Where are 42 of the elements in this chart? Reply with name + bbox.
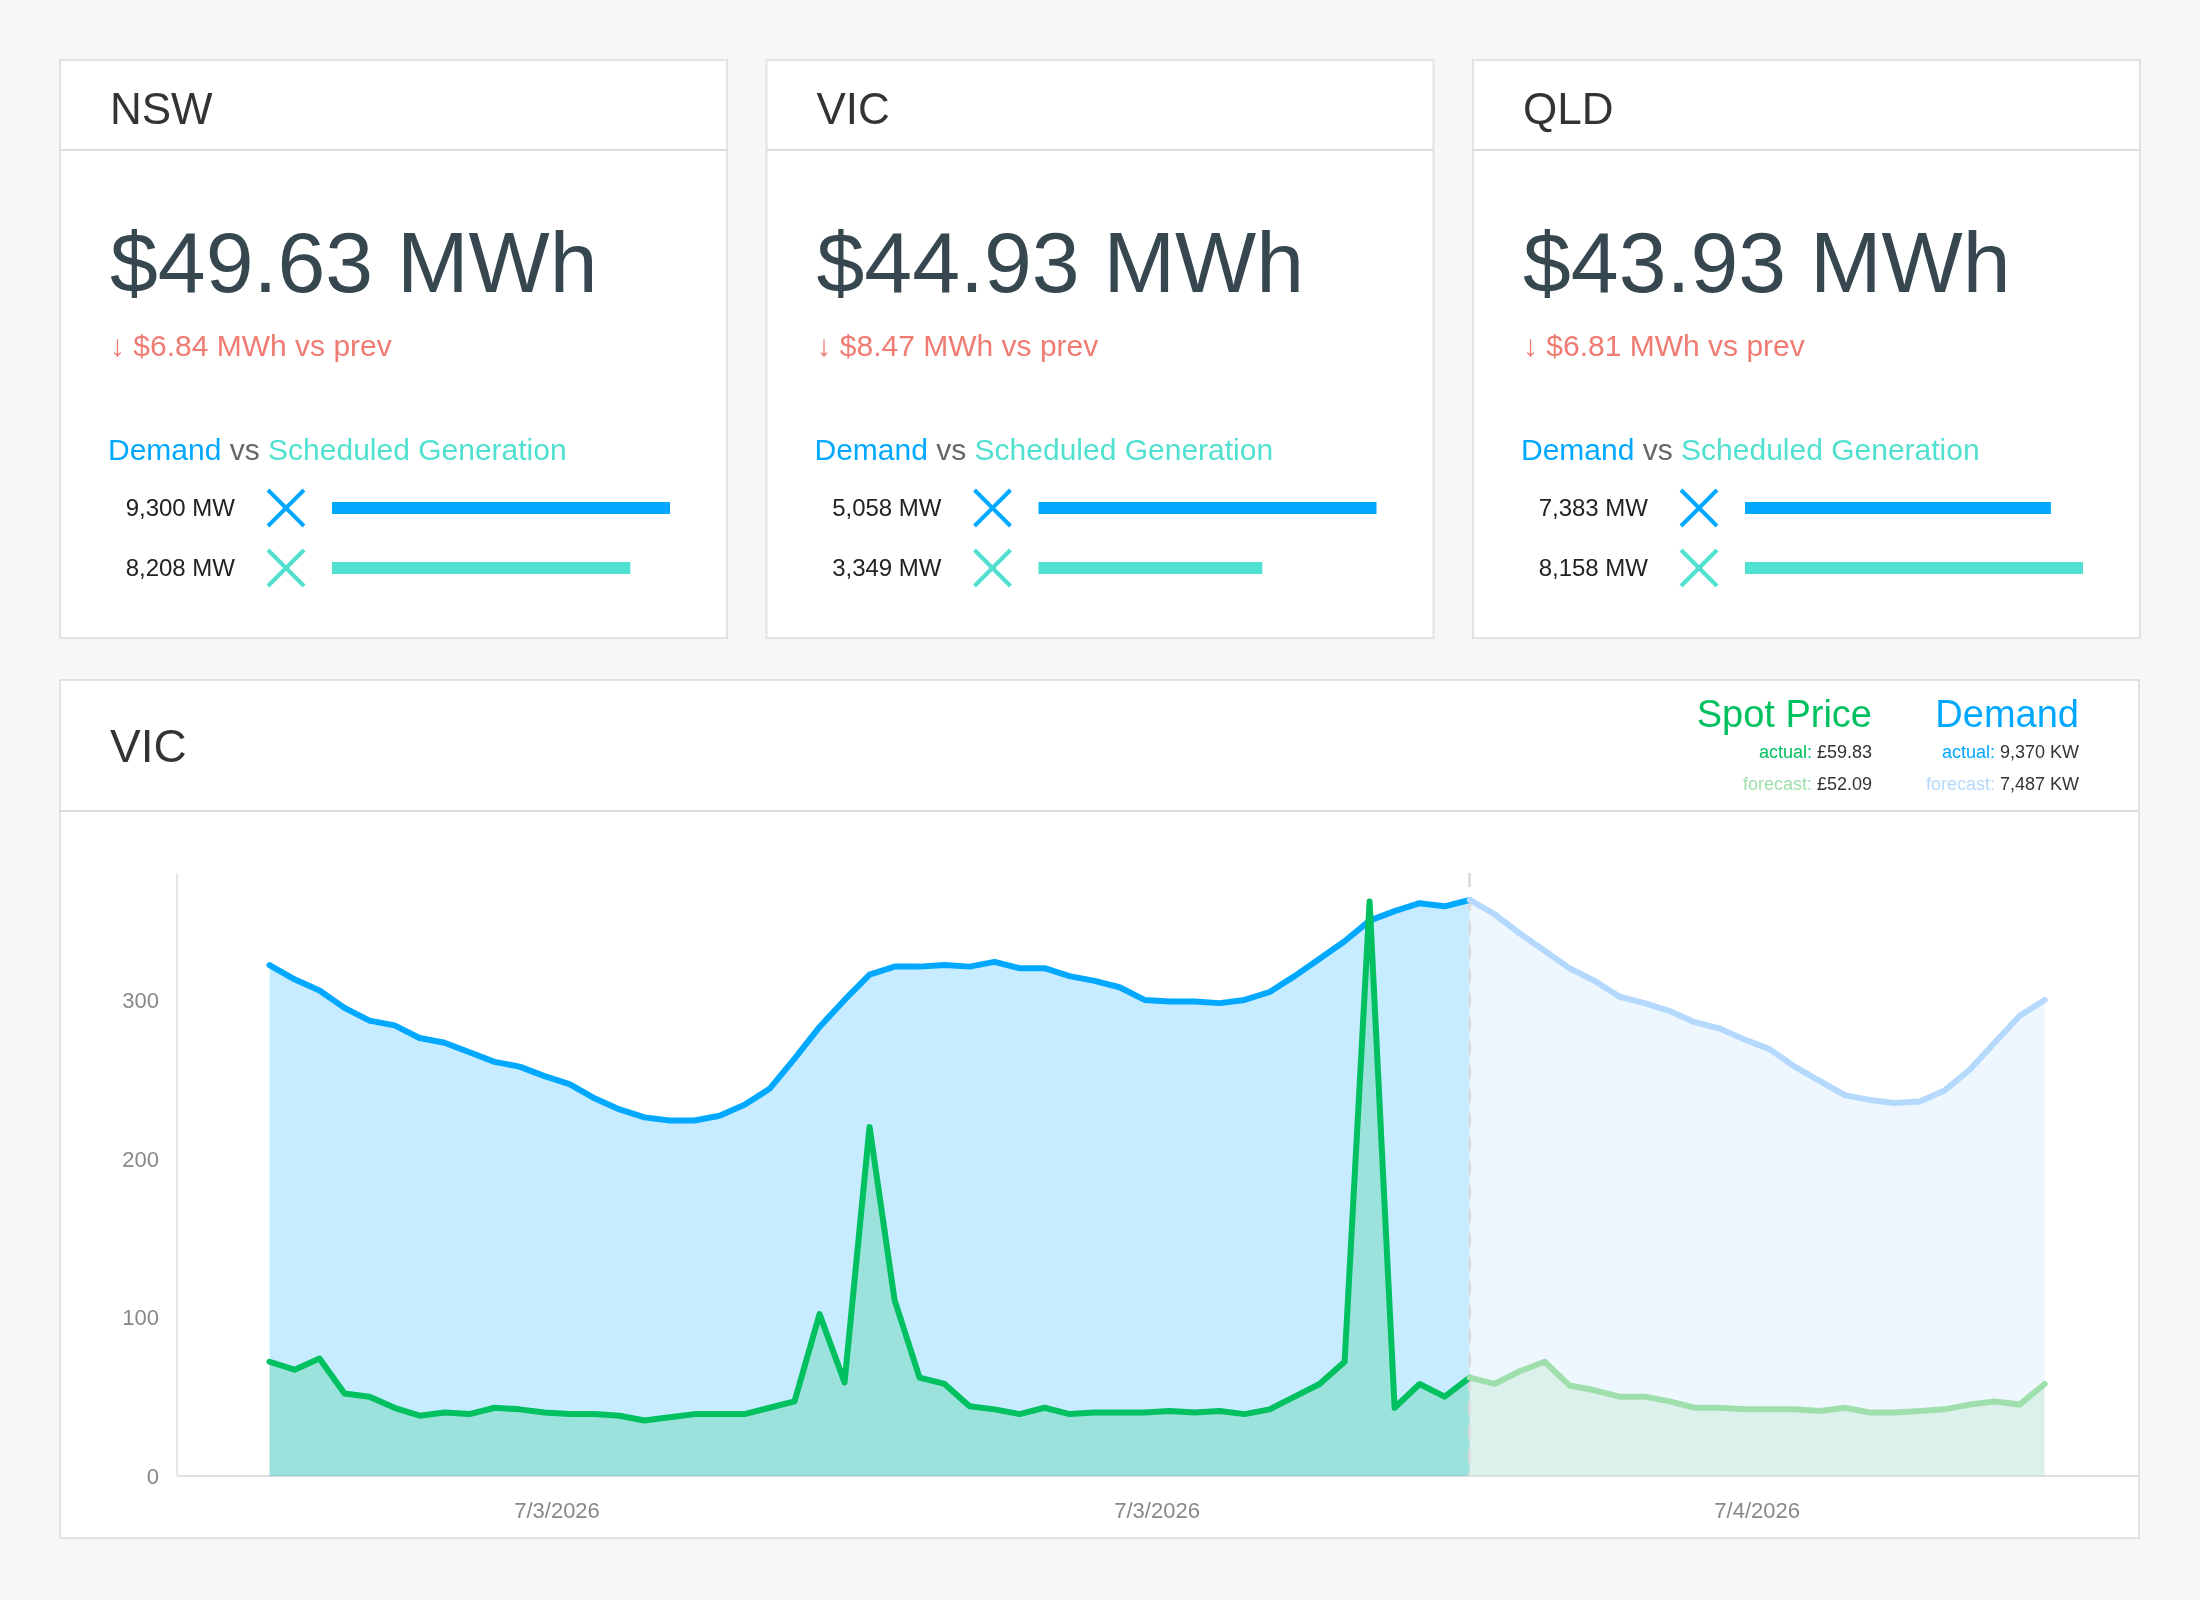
text: $43.93 MWh	[1523, 214, 2011, 310]
text: Scheduled Generation	[259, 433, 567, 466]
text: actual:	[1941, 742, 1995, 762]
text: £59.83	[1811, 742, 1872, 762]
text: Demand	[108, 433, 222, 466]
text: $49.63 MWh	[110, 214, 598, 310]
text: actual:	[1758, 742, 1812, 762]
data-label: 8,158 MW	[1538, 554, 1649, 581]
text: forecast:	[1742, 774, 1812, 794]
text: £52.09	[1811, 774, 1872, 794]
text: $44.93 MWh	[816, 214, 1305, 310]
text: Scheduled Generation	[1672, 433, 1980, 466]
text: vs	[927, 433, 967, 466]
text: Demand	[1521, 433, 1635, 466]
x-tick-label: 7/3/2026	[514, 1498, 600, 1523]
text: Scheduled Generation	[966, 433, 1274, 466]
y-tick-label: 300	[122, 987, 159, 1013]
text: 9,370 KW	[1994, 742, 2079, 762]
chart-title: NSW	[110, 84, 214, 133]
data-label: 8,208 MW	[125, 554, 236, 581]
y-tick-label: 200	[122, 1146, 159, 1172]
data-label: 7,383 MW	[1538, 494, 1649, 521]
x-tick-label: 7/3/2026	[1114, 1498, 1200, 1523]
data-label: 9,300 MW	[125, 494, 236, 521]
text: ↓ $6.81 MWh vs prev	[1523, 329, 1805, 362]
chart-title: VIC	[110, 720, 187, 772]
text: Spot Price	[1696, 693, 1872, 735]
text: ↓ $6.84 MWh vs prev	[110, 329, 392, 362]
data-label: 5,058 MW	[832, 494, 942, 521]
text: vs	[221, 433, 260, 466]
chart-title: QLD	[1523, 84, 1614, 133]
x-tick-label: 7/4/2026	[1714, 1498, 1800, 1523]
chart-title: VIC	[816, 84, 890, 133]
y-tick-label: 100	[122, 1305, 159, 1331]
y-tick-label: 0	[146, 1464, 159, 1489]
text: ↓ $8.47 MWh vs prev	[816, 329, 1099, 362]
text: Demand	[814, 433, 928, 466]
text: Demand	[1935, 693, 2079, 735]
text: vs	[1634, 433, 1673, 466]
text: 7,487 KW	[1994, 774, 2079, 794]
text: forecast:	[1925, 774, 1995, 794]
data-label: 3,349 MW	[832, 554, 942, 581]
